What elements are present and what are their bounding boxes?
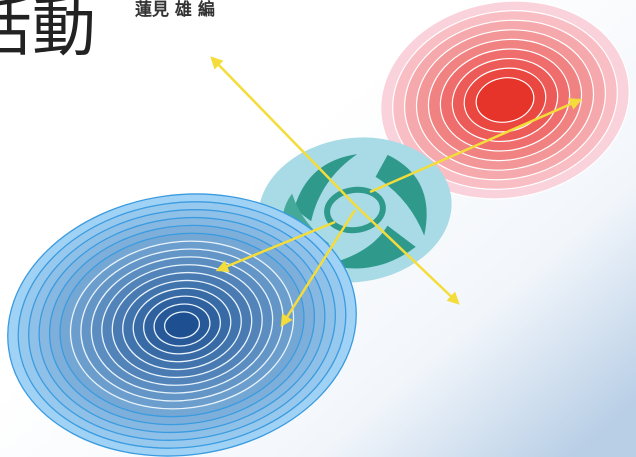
ring [163, 311, 201, 339]
ring [475, 77, 535, 123]
arrow [215, 220, 336, 272]
blade [327, 225, 416, 269]
blade [294, 154, 358, 222]
arrow [369, 98, 583, 194]
blade [375, 154, 427, 236]
book-author: 蓮見 雄 編 [135, 0, 215, 20]
book-title: 活動 [0, 0, 96, 66]
blue-rings [7, 193, 357, 457]
arrow [280, 209, 357, 328]
red-rings [380, 0, 630, 200]
ring [324, 186, 386, 234]
arrow [210, 56, 356, 206]
arrow [354, 204, 460, 305]
arrows [210, 56, 583, 328]
